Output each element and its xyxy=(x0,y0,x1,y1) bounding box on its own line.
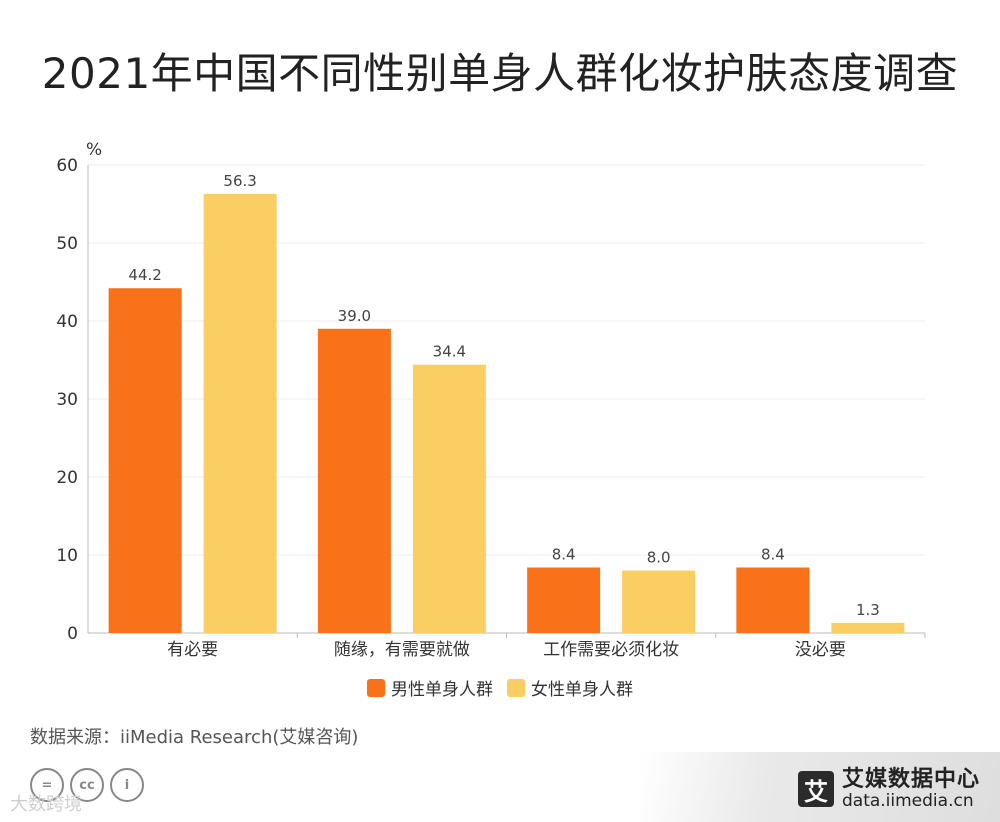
legend-label-female: 女性单身人群 xyxy=(531,680,633,700)
no-derivatives-icon: = xyxy=(30,768,64,802)
creative-commons-icon: cc xyxy=(70,768,104,802)
x-tick-label: 有必要 xyxy=(167,640,218,660)
data-label: 44.2 xyxy=(128,266,161,284)
bar-chart: 0 10 20 30 40 50 60% 44.2 56.3 有必要 39.0 34.4 随缘，有需要就… xyxy=(56,140,926,660)
legend-item-female[interactable]: 女性单身人群 xyxy=(507,675,633,700)
x-tick-label: 随缘，有需要就做 xyxy=(334,640,470,660)
y-tick-label: 40 xyxy=(56,312,78,332)
bar-female xyxy=(412,364,486,633)
attribution-icon: i xyxy=(110,768,144,802)
legend-swatch-male xyxy=(367,678,385,697)
y-tick-label: 30 xyxy=(56,390,78,410)
bar-male xyxy=(736,567,810,633)
y-axis-unit: % xyxy=(86,140,102,160)
brand-name: 艾媒数据中心 xyxy=(841,767,980,792)
brand-url: data.iimedia.cn xyxy=(841,791,974,812)
license-icons: = cc i xyxy=(30,768,144,802)
legend: 男性单身人群 女性单身人群 xyxy=(0,675,1000,700)
legend-swatch-female xyxy=(507,678,525,697)
y-tick-label: 10 xyxy=(56,546,78,566)
data-label: 56.3 xyxy=(223,172,256,190)
bar-female xyxy=(622,570,696,633)
x-tick-label: 没必要 xyxy=(795,640,846,660)
data-label: 39.0 xyxy=(338,307,371,325)
data-label: 1.3 xyxy=(856,601,880,619)
y-tick-label: 0 xyxy=(67,624,78,644)
bar-female xyxy=(831,622,905,633)
data-source: 数据来源：iiMedia Research(艾媒咨询) xyxy=(30,727,359,748)
y-tick-label: 60 xyxy=(56,156,78,176)
x-tick-label: 工作需要必须化妆 xyxy=(543,640,679,660)
legend-label-male: 男性单身人群 xyxy=(391,680,493,700)
watermark: 大数跨境 xyxy=(10,794,82,815)
y-tick-label: 20 xyxy=(56,468,78,488)
data-label: 8.0 xyxy=(647,549,671,567)
bar-male xyxy=(527,567,601,633)
data-label: 34.4 xyxy=(433,343,466,361)
bar-male xyxy=(317,328,391,633)
legend-item-male[interactable]: 男性单身人群 xyxy=(367,675,493,700)
y-tick-label: 50 xyxy=(56,234,78,254)
brand-logo: 艾 xyxy=(797,771,834,808)
chart-title: 2021年中国不同性别单身人群化妆护肤态度调查 xyxy=(41,49,959,98)
brand: 艾 艾媒数据中心 data.iimedia.cn xyxy=(797,767,980,812)
bar-female xyxy=(203,193,277,634)
data-label: 8.4 xyxy=(552,545,576,563)
bar-male xyxy=(108,288,182,633)
data-label: 8.4 xyxy=(761,545,785,563)
